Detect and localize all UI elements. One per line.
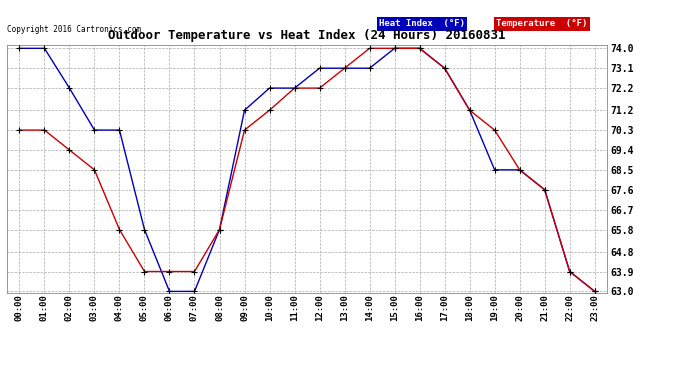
- Text: Temperature  (°F): Temperature (°F): [496, 20, 587, 28]
- Text: Copyright 2016 Cartronics.com: Copyright 2016 Cartronics.com: [7, 25, 141, 34]
- Title: Outdoor Temperature vs Heat Index (24 Hours) 20160831: Outdoor Temperature vs Heat Index (24 Ho…: [108, 30, 506, 42]
- Text: Heat Index  (°F): Heat Index (°F): [379, 20, 465, 28]
